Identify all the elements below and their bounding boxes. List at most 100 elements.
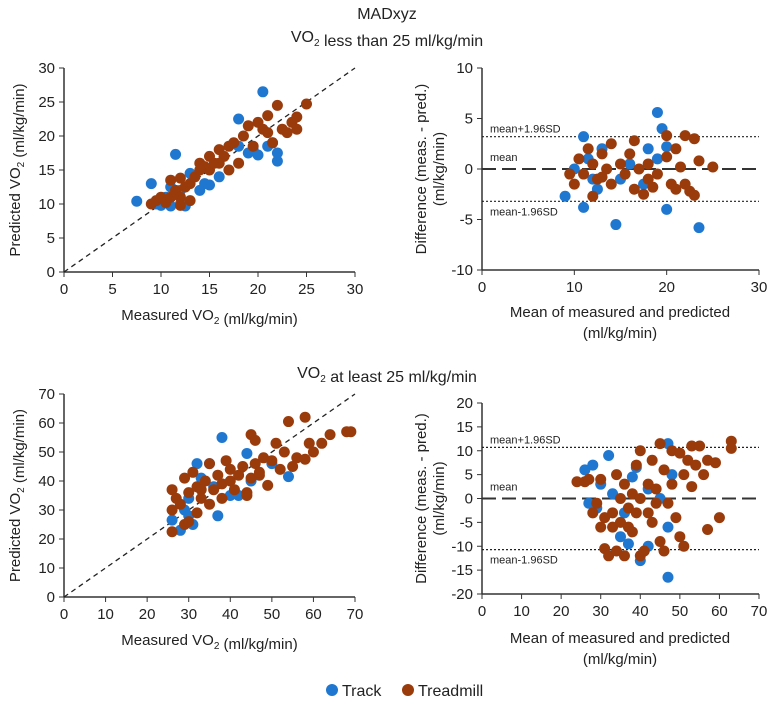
data-point-treadmill xyxy=(666,478,678,490)
data-point-track xyxy=(651,106,663,118)
x-tick-label: 10 xyxy=(97,606,114,623)
data-point-track xyxy=(624,158,636,170)
data-point-track xyxy=(213,171,225,183)
data-point-treadmill xyxy=(174,199,186,211)
y-tick-label: 20 xyxy=(38,128,55,145)
data-point-treadmill xyxy=(174,498,186,510)
data-point-treadmill xyxy=(661,151,673,163)
x-tick-label: 20 xyxy=(139,606,156,623)
x-tick-label: 0 xyxy=(478,603,486,620)
data-point-treadmill xyxy=(686,440,698,452)
data-point-track xyxy=(666,469,678,481)
data-point-treadmill xyxy=(658,545,670,557)
data-point-treadmill xyxy=(249,434,261,446)
data-point-track xyxy=(661,203,673,215)
data-point-treadmill xyxy=(291,111,303,123)
data-point-treadmill xyxy=(682,454,694,466)
data-point-treadmill xyxy=(646,454,658,466)
data-point-treadmill xyxy=(693,155,705,167)
y-axis-label-line2: (ml/kg/min) xyxy=(431,132,448,206)
data-point-treadmill xyxy=(204,458,215,470)
y-tick-label: 10 xyxy=(38,196,55,213)
data-point-track xyxy=(199,178,211,190)
data-point-track xyxy=(607,488,619,500)
data-point-treadmill xyxy=(678,540,690,552)
data-point-treadmill xyxy=(299,453,311,465)
data-point-treadmill xyxy=(253,466,265,478)
x-tick-label: 70 xyxy=(751,603,768,620)
reference-line-label: mean+1.96SD xyxy=(490,124,561,136)
y-tick-label: 70 xyxy=(38,386,55,403)
x-tick-label: 60 xyxy=(305,606,322,623)
data-point-treadmill xyxy=(605,178,617,190)
reference-line-label: mean xyxy=(490,152,518,164)
data-point-treadmill xyxy=(568,178,580,190)
data-point-track xyxy=(271,155,283,167)
data-point-treadmill xyxy=(654,438,666,450)
data-point-treadmill xyxy=(274,463,286,475)
data-point-track xyxy=(579,464,591,476)
data-point-treadmill xyxy=(595,521,607,533)
data-point-treadmill xyxy=(174,191,186,203)
y-axis-label: Difference (meas. - pred.) xyxy=(413,413,430,584)
legend-label-track: Track xyxy=(342,683,382,700)
data-point-treadmill xyxy=(725,442,737,454)
data-point-treadmill xyxy=(262,479,274,491)
x-tick-label: 25 xyxy=(298,281,315,298)
data-point-treadmill xyxy=(587,158,599,170)
data-point-track xyxy=(145,178,157,190)
data-point-treadmill xyxy=(618,550,630,562)
data-point-treadmill xyxy=(628,135,640,147)
data-point-treadmill xyxy=(195,484,207,496)
data-point-track xyxy=(212,510,224,522)
data-point-track xyxy=(252,149,264,161)
data-point-treadmill xyxy=(237,461,249,472)
data-point-treadmill xyxy=(247,140,259,152)
y-tick-label: 30 xyxy=(38,502,55,519)
data-point-treadmill xyxy=(165,174,177,186)
data-point-treadmill xyxy=(224,475,236,487)
data-point-treadmill xyxy=(670,183,682,195)
data-point-treadmill xyxy=(184,195,196,207)
data-point-treadmill xyxy=(707,161,719,173)
data-point-treadmill xyxy=(690,459,702,471)
data-point-treadmill xyxy=(324,429,336,441)
data-point-track xyxy=(578,201,590,213)
y-tick-label: -15 xyxy=(451,562,473,579)
data-point-track xyxy=(693,222,705,234)
data-point-treadmill xyxy=(583,473,595,485)
x-tick-label: 30 xyxy=(347,281,364,298)
y-tick-label: 15 xyxy=(456,419,473,436)
y-axis-label: Difference (meas. - pred.) xyxy=(413,84,430,255)
y-tick-label: 60 xyxy=(38,415,55,432)
data-point-treadmill xyxy=(216,492,228,504)
data-point-treadmill xyxy=(166,484,178,496)
data-point-treadmill xyxy=(578,168,590,180)
data-point-treadmill xyxy=(271,99,283,111)
x-axis-label: Measured VO2 (ml/kg/min) xyxy=(121,632,297,653)
data-point-treadmill xyxy=(622,502,634,514)
x-tick-label: 0 xyxy=(60,606,68,623)
panel-bottom-right: 0 10 20 30 40 50 60 70 -20 -15 -10 -5 0 5 10 15 20 Differ… xyxy=(413,395,767,620)
data-point-track xyxy=(170,148,182,160)
panel-bottom-left: 0 10 20 30 40 50 60 70 0 10 20 30 40 50 60 70 Measured V… xyxy=(7,386,363,653)
data-point-treadmill xyxy=(564,168,576,180)
data-point-treadmill xyxy=(270,437,282,449)
data-point-treadmill xyxy=(642,173,654,185)
data-point-treadmill xyxy=(220,455,232,467)
data-point-treadmill xyxy=(301,98,312,110)
legend-marker-treadmill xyxy=(402,684,414,696)
data-point-treadmill xyxy=(650,483,662,495)
data-point-treadmill xyxy=(233,469,245,481)
x-tick-label: 0 xyxy=(478,279,486,296)
data-point-treadmill xyxy=(603,550,615,562)
y-tick-label: 20 xyxy=(38,531,55,548)
data-point-treadmill xyxy=(647,181,659,193)
data-point-treadmill xyxy=(179,472,191,484)
data-point-treadmill xyxy=(630,507,642,519)
data-point-treadmill xyxy=(191,507,203,519)
x-tick-label: 0 xyxy=(60,281,68,298)
figure-title: MADxyz xyxy=(357,6,417,23)
data-point-treadmill xyxy=(183,516,195,528)
data-point-treadmill xyxy=(267,137,279,149)
